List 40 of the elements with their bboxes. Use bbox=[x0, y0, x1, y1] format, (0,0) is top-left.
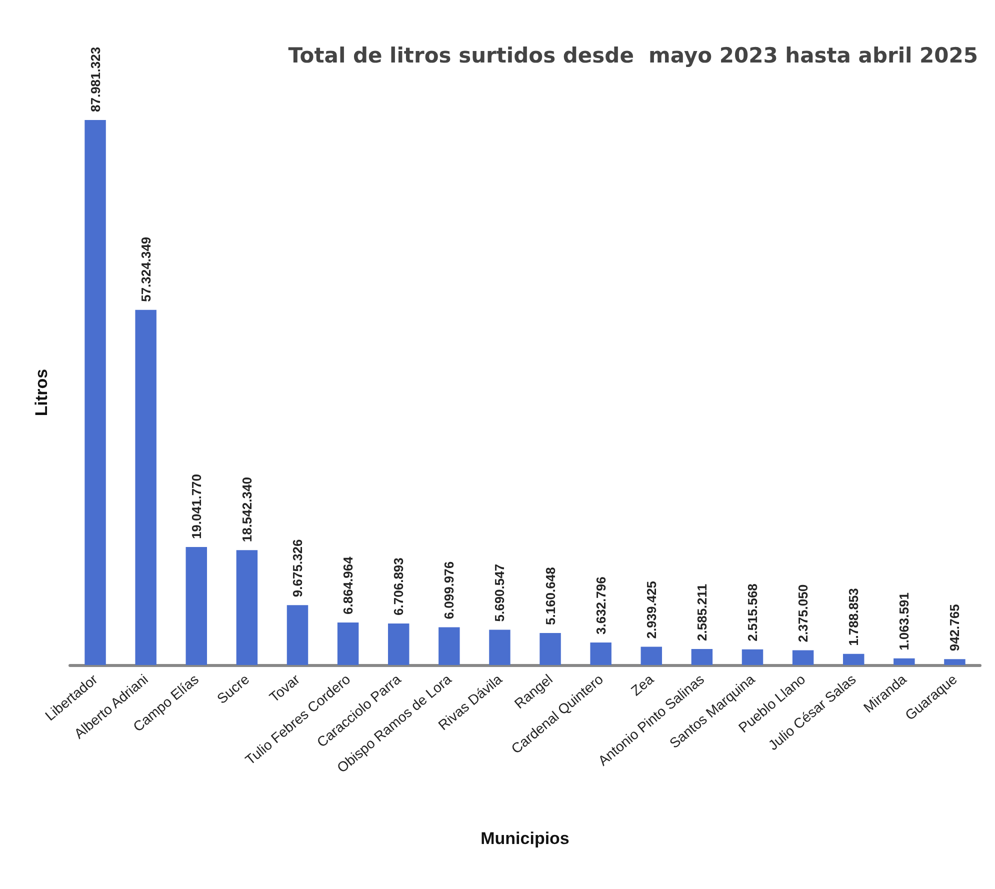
data-label: 5.160.648 bbox=[542, 567, 558, 626]
bar bbox=[186, 547, 208, 665]
x-axis-title: Municipios bbox=[480, 829, 570, 848]
bar bbox=[691, 648, 713, 665]
data-label: 19.041.770 bbox=[188, 474, 204, 540]
data-label: 6.706.893 bbox=[391, 558, 406, 616]
data-label: 942.765 bbox=[947, 604, 962, 652]
data-label: 1.063.591 bbox=[896, 592, 912, 650]
bar bbox=[944, 659, 966, 665]
bar bbox=[792, 650, 814, 665]
bar bbox=[540, 633, 561, 665]
data-label: 57.324.349 bbox=[138, 236, 154, 302]
y-axis-title: Litros bbox=[32, 368, 51, 416]
bar bbox=[590, 642, 612, 665]
data-label: 87.981.323 bbox=[88, 46, 103, 112]
bar bbox=[842, 654, 864, 665]
bar bbox=[135, 310, 156, 665]
data-label: 2.375.050 bbox=[796, 584, 811, 642]
bar bbox=[489, 630, 510, 665]
bar bbox=[337, 622, 359, 665]
bar bbox=[742, 649, 764, 665]
chart-title: Total de litros surtidos desde mayo 2023 hasta abril 2025 bbox=[288, 44, 978, 68]
bar bbox=[286, 605, 308, 665]
bar bbox=[84, 120, 106, 665]
bar bbox=[438, 627, 460, 665]
data-label: 9.675.326 bbox=[290, 539, 305, 598]
data-label: 6.099.976 bbox=[442, 561, 457, 620]
x-tick-label: Zea bbox=[628, 670, 657, 699]
bar bbox=[236, 550, 258, 665]
data-label: 3.632.796 bbox=[593, 576, 608, 634]
data-label: 18.542.340 bbox=[239, 477, 254, 542]
data-label: 1.788.853 bbox=[846, 588, 862, 646]
bar bbox=[640, 646, 662, 665]
data-label: 5.690.547 bbox=[492, 564, 508, 622]
data-label: 2.939.425 bbox=[644, 580, 659, 639]
bar bbox=[388, 623, 410, 665]
bar bbox=[894, 658, 915, 665]
data-label: 2.515.568 bbox=[745, 584, 760, 642]
data-label: 6.864.964 bbox=[340, 556, 356, 614]
data-label: 2.585.211 bbox=[694, 584, 710, 641]
